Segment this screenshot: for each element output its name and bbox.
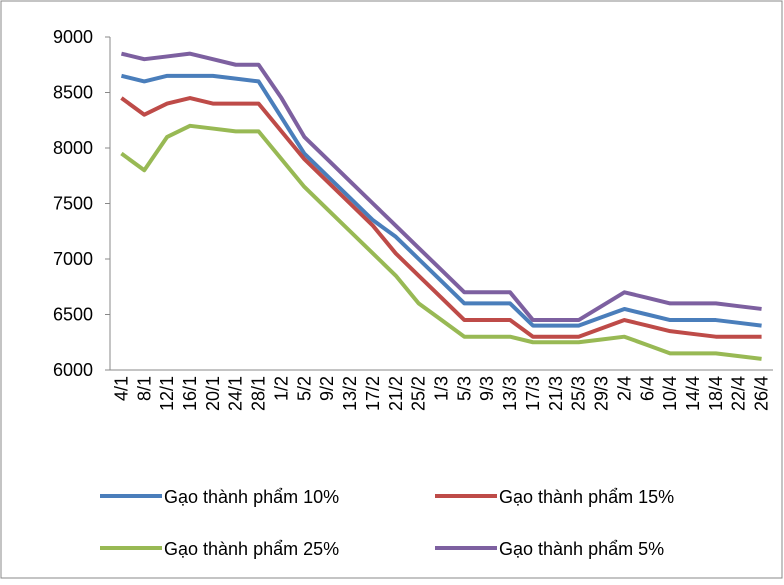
x-tick-label: 4/1 [111, 376, 131, 401]
legend-label: Gạo thành phẩm 15% [499, 487, 674, 507]
x-tick-label: 20/1 [203, 376, 223, 411]
series-line [120, 123, 762, 361]
x-tick-label: 25/3 [569, 376, 589, 411]
y-tick-label: 8000 [53, 138, 93, 158]
x-tick-label: 28/1 [249, 376, 269, 411]
x-tick-label: 5/3 [454, 376, 474, 401]
x-tick-label: 13/2 [340, 376, 360, 411]
x-tick-label: 6/4 [637, 376, 657, 401]
x-tick-label: 29/3 [592, 376, 612, 411]
series-line [120, 96, 762, 339]
x-tick-label: 17/3 [523, 376, 543, 411]
y-tick-label: 8500 [53, 83, 93, 103]
y-tick-label: 7000 [53, 249, 93, 269]
x-tick-label: 18/4 [706, 376, 726, 411]
x-tick-label: 9/2 [317, 376, 337, 401]
x-tick-label: 26/4 [752, 376, 772, 411]
y-tick-label: 6500 [53, 305, 93, 325]
x-tick-label: 12/1 [157, 376, 177, 411]
x-tick-label: 24/1 [226, 376, 246, 411]
x-tick-label: 14/4 [683, 376, 703, 411]
x-tick-label: 10/4 [660, 376, 680, 411]
series-line [120, 51, 762, 323]
x-tick-label: 1/3 [432, 376, 452, 401]
x-tick-label: 2/4 [614, 376, 634, 401]
x-tick-label: 16/1 [180, 376, 200, 411]
y-tick-label: 7500 [53, 194, 93, 214]
x-tick-label: 1/2 [271, 376, 291, 401]
legend-label: Gạo thành phẩm 25% [164, 539, 339, 559]
y-tick-label: 9000 [53, 27, 93, 47]
legend-label: Gạo thành phẩm 10% [164, 487, 339, 507]
y-tick-label: 6000 [53, 360, 93, 380]
x-tick-label: 22/4 [729, 376, 749, 411]
legend-label: Gạo thành phẩm 5% [499, 539, 664, 559]
x-tick-label: 13/3 [500, 376, 520, 411]
x-tick-label: 17/2 [363, 376, 383, 411]
x-tick-label: 9/3 [477, 376, 497, 401]
x-tick-label: 21/2 [386, 376, 406, 411]
x-tick-label: 8/1 [134, 376, 154, 401]
x-tick-label: 21/3 [546, 376, 566, 411]
series-line [120, 73, 762, 328]
x-tick-label: 25/2 [409, 376, 429, 411]
x-tick-label: 5/2 [294, 376, 314, 401]
